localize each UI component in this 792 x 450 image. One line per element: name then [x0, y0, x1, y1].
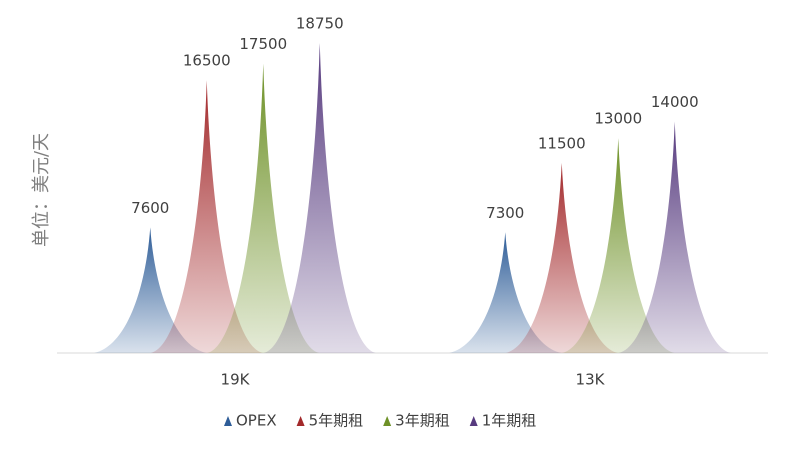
spike — [618, 121, 731, 354]
spike — [263, 43, 376, 353]
x-tick-label: 13K — [576, 371, 606, 389]
spike — [449, 232, 562, 353]
data-label: 17500 — [239, 35, 287, 53]
data-label: 14000 — [651, 93, 699, 111]
x-tick-label: 19K — [221, 371, 251, 389]
spike — [562, 138, 675, 353]
legend-label: 3年期租 — [395, 412, 450, 430]
spike — [94, 227, 207, 353]
legend-marker — [383, 416, 392, 426]
legend-label: 5年期租 — [309, 412, 364, 430]
data-label: 11500 — [538, 134, 586, 152]
spike — [150, 80, 263, 353]
legend-marker — [296, 416, 305, 426]
data-label: 7600 — [131, 199, 169, 217]
data-label: 7300 — [486, 204, 524, 222]
legend-label: 1年期租 — [482, 412, 537, 430]
spike — [505, 162, 618, 353]
data-label: 13000 — [594, 110, 642, 128]
spike — [207, 63, 320, 354]
y-axis-label: 单位：美元/天 — [31, 133, 52, 247]
legend-label: OPEX — [236, 412, 277, 430]
data-label: 16500 — [183, 52, 231, 70]
legend-marker — [224, 416, 232, 426]
data-label: 18750 — [296, 15, 344, 33]
legend-marker — [469, 416, 478, 426]
